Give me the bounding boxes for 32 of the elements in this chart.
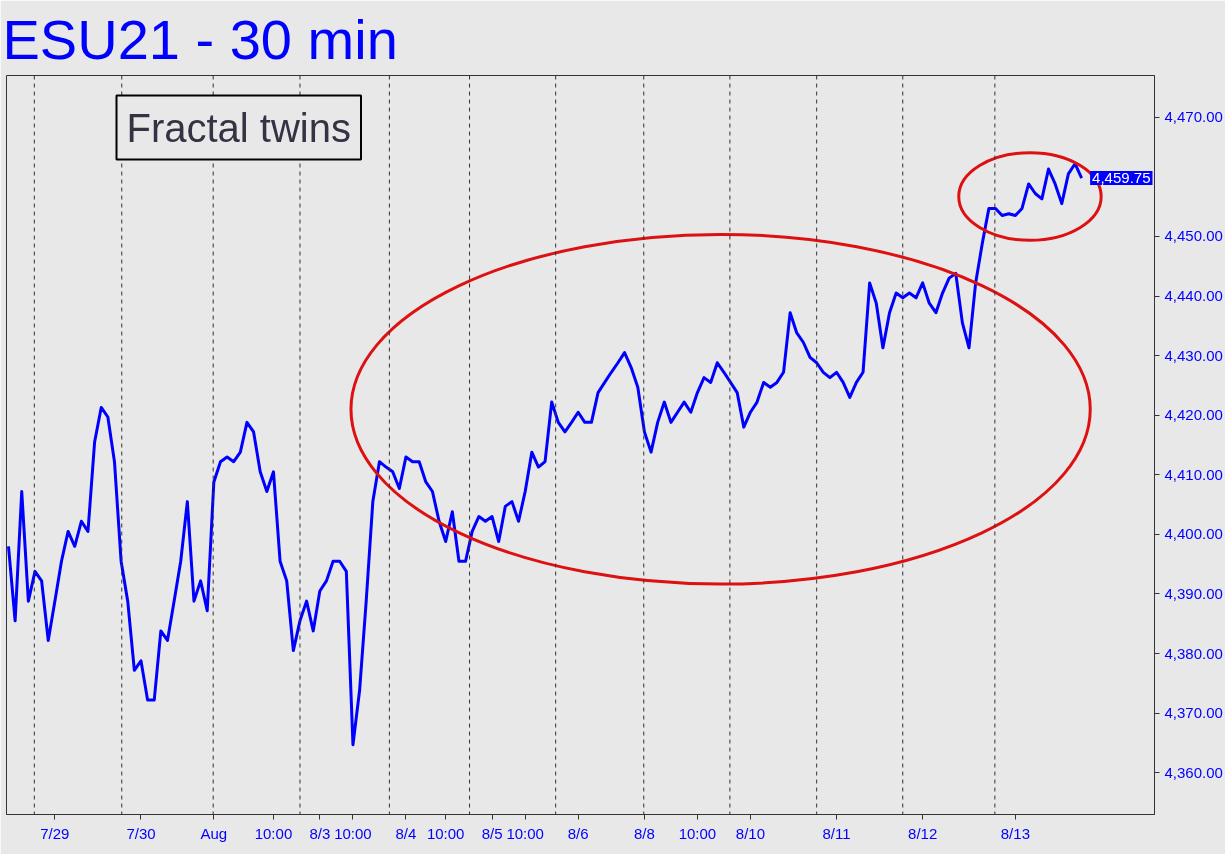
x-tick-label: 8/11 <box>822 824 851 842</box>
y-tick-label: 4,450.00 <box>1164 227 1223 245</box>
y-tick-label: 4,400.00 <box>1164 525 1223 543</box>
y-tick-label: 4,370.00 <box>1164 704 1223 722</box>
x-tick-label: 8/4 <box>395 824 417 842</box>
x-tick-label: 8/13 <box>1000 824 1030 842</box>
x-tick-label: 8/3 <box>309 824 331 842</box>
y-tick-label: 4,410.00 <box>1164 465 1223 483</box>
x-tick-label: 10:00 <box>506 824 544 842</box>
x-tick-label: 8/6 <box>567 824 589 842</box>
x-tick-label: 8/10 <box>735 824 766 842</box>
y-tick-label: 4,430.00 <box>1164 346 1223 364</box>
chart-title: ESU21 - 30 min <box>2 7 398 71</box>
x-tick-label: 10:00 <box>254 824 293 842</box>
y-tick-label: 4,380.00 <box>1164 644 1223 662</box>
x-tick-label: 8/12 <box>908 824 938 842</box>
line-series <box>6 162 1084 747</box>
y-tick-label: 4,420.00 <box>1164 406 1223 424</box>
y-tick-label: 4,360.00 <box>1164 763 1223 781</box>
x-tick-label: 10:00 <box>334 824 372 842</box>
x-tick-label: 7/30 <box>126 824 156 842</box>
x-tick-label: 8/8 <box>634 824 655 842</box>
x-tick-label: 8/5 <box>481 824 503 842</box>
y-tick-label: 4,440.00 <box>1164 287 1223 305</box>
x-tick-label: 10:00 <box>678 824 717 842</box>
y-tick-label: 4,390.00 <box>1164 584 1223 602</box>
y-tick-label: 4,470.00 <box>1164 108 1223 126</box>
text: 4,459.75 <box>1092 169 1151 187</box>
x-tick-label: 10:00 <box>426 824 465 842</box>
x-tick-label: 7/29 <box>40 824 70 842</box>
annotation: Fractal twins <box>126 105 351 150</box>
x-tick-label: Aug <box>200 824 228 842</box>
